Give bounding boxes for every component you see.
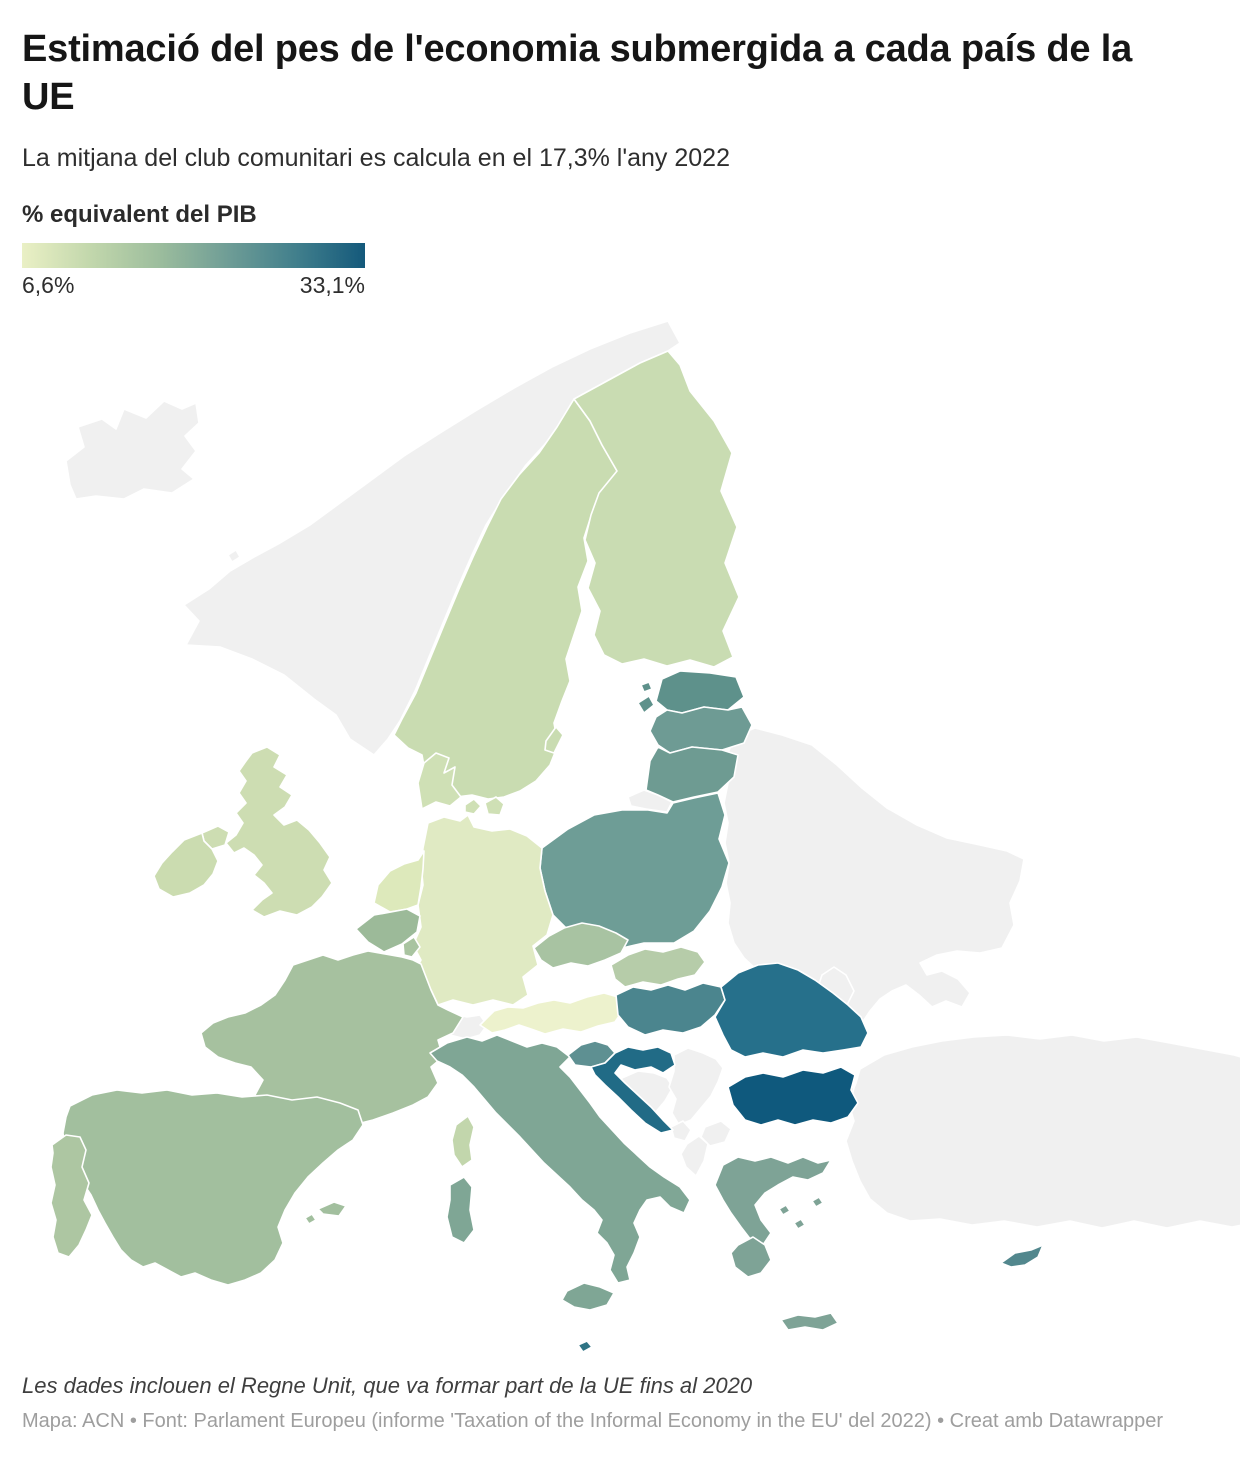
region-faroe	[227, 548, 241, 563]
legend-gradient-bar	[22, 242, 365, 268]
legend-labels: 6,6% 33,1%	[22, 272, 365, 299]
country-hungary[interactable]	[615, 981, 726, 1036]
region-turkey	[817, 1033, 1240, 1229]
country-malta[interactable]	[577, 1339, 593, 1353]
europe-choropleth-map	[50, 319, 1240, 1353]
legend-max-label: 33,1%	[299, 271, 365, 298]
page: Estimació del pes de l'economia submergi…	[22, 28, 1240, 1432]
region-albania	[680, 1134, 709, 1177]
legend-min-label: 6,6%	[22, 271, 75, 298]
country-corsica[interactable]	[451, 1114, 475, 1168]
region-montenegro	[670, 1119, 692, 1142]
country-cyprus[interactable]	[1000, 1243, 1044, 1268]
country-estonia[interactable]	[637, 669, 745, 714]
page-subtitle: La mitjana del club comunitari es calcul…	[22, 143, 730, 172]
region-east-mass	[723, 726, 1025, 1024]
country-portugal[interactable]	[50, 1133, 93, 1258]
country-denmark[interactable]	[417, 751, 505, 816]
country-ireland[interactable]	[153, 831, 219, 898]
country-spain[interactable]	[62, 1088, 364, 1286]
page-title: Estimació del pes de l'economia submergi…	[22, 28, 1133, 118]
legend: % equivalent del PIB 6,6% 33,1%	[22, 201, 1218, 299]
country-uk[interactable]	[201, 745, 333, 918]
country-romania[interactable]	[714, 961, 869, 1058]
country-netherlands[interactable]	[373, 849, 425, 913]
region-iceland	[65, 399, 200, 500]
legend-title: % equivalent del PIB	[22, 200, 257, 228]
country-latvia[interactable]	[649, 705, 753, 754]
country-germany[interactable]	[412, 813, 554, 1006]
country-poland[interactable]	[539, 791, 730, 950]
region-north-macedonia	[700, 1119, 732, 1147]
map-credits: Mapa: ACN • Font: Parlament Europeu (inf…	[22, 1409, 1164, 1432]
country-croatia[interactable]	[590, 1045, 676, 1134]
country-slovakia[interactable]	[610, 945, 706, 988]
country-bulgaria[interactable]	[727, 1065, 859, 1126]
country-luxembourg[interactable]	[402, 935, 421, 958]
country-lithuania[interactable]	[645, 745, 739, 803]
country-finland[interactable]	[573, 349, 740, 668]
country-belgium[interactable]	[355, 907, 421, 953]
country-czechia[interactable]	[533, 921, 629, 969]
country-greece[interactable]	[714, 1155, 839, 1331]
region-serbia	[668, 1046, 724, 1126]
map-footnote: Les dades inclouen el Regne Unit, que va…	[22, 1372, 753, 1398]
country-italy[interactable]	[429, 1033, 691, 1311]
